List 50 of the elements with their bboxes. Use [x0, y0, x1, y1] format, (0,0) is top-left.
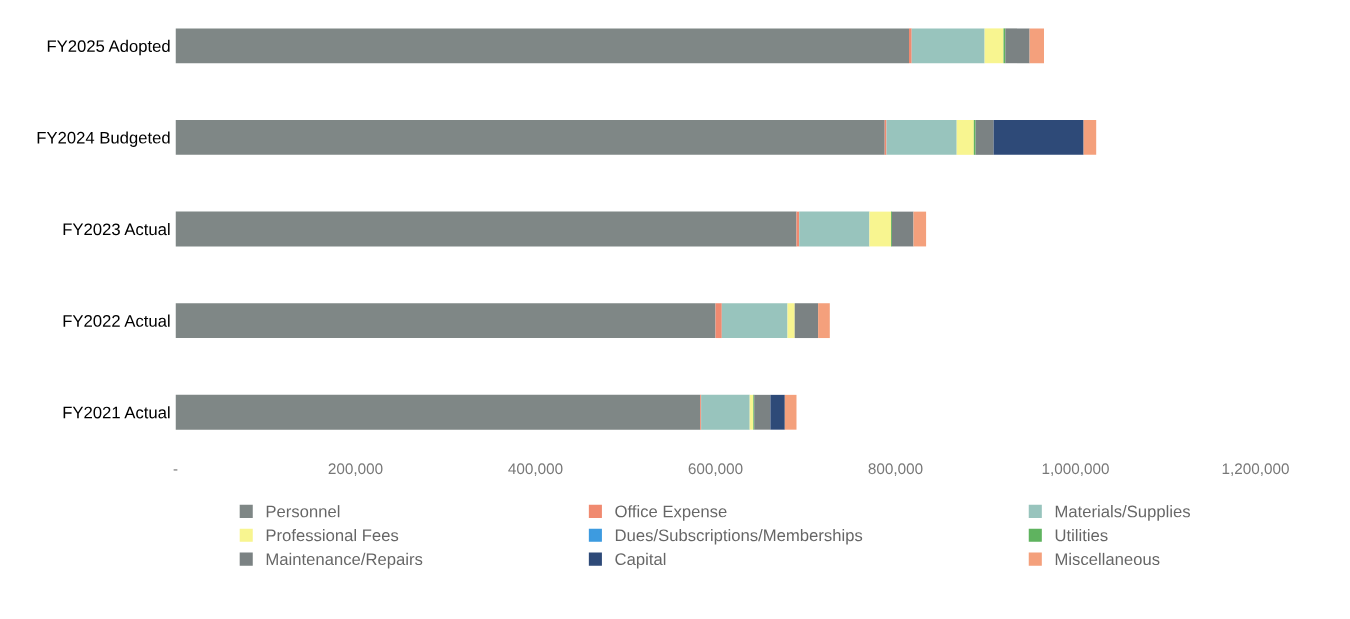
bar	[1005, 28, 1030, 64]
x-tick-label: 600,000	[688, 463, 743, 476]
bar	[984, 28, 1004, 64]
y-tick-label: FY2025 Adopted	[47, 39, 170, 56]
bar	[818, 303, 830, 339]
bar	[1083, 120, 1097, 155]
bar	[701, 394, 750, 430]
bar	[993, 120, 1084, 155]
bar	[891, 211, 914, 247]
y-tick-label: FY2021 Actual	[63, 406, 170, 419]
bar	[754, 394, 771, 430]
legend-label: Office Expense	[615, 505, 727, 521]
bar	[175, 28, 909, 64]
bar	[175, 211, 797, 247]
legend-label: Capital	[615, 552, 666, 569]
bar	[721, 303, 788, 339]
bar	[799, 211, 870, 247]
legend-label: Professional Fees	[266, 528, 399, 542]
x-tick-label: 800,000	[868, 463, 923, 476]
bar	[770, 394, 785, 430]
x-tick-label: 200,000	[328, 463, 383, 476]
bar	[975, 120, 994, 155]
bar	[869, 211, 891, 247]
bar	[911, 28, 985, 64]
bar	[175, 303, 716, 339]
legend-label: Personnel	[266, 505, 340, 518]
bar	[886, 120, 957, 155]
bar	[909, 28, 912, 64]
bar	[175, 394, 701, 430]
bar	[794, 303, 819, 339]
legend-label: Utilities	[1055, 528, 1108, 542]
bar	[715, 303, 722, 339]
bar	[956, 120, 974, 155]
bar	[1029, 28, 1044, 64]
bar	[784, 394, 797, 430]
y-tick-label: FY2024 Budgeted	[37, 131, 170, 147]
bar	[175, 120, 885, 155]
x-tick-label: 1,000,000	[1042, 463, 1109, 476]
bar	[796, 211, 800, 247]
legend-label: Miscellaneous	[1055, 552, 1160, 566]
legend-label: Maintenance/Repairs	[266, 552, 423, 569]
bar	[787, 303, 795, 339]
y-tick-label: FY2023 Actual	[63, 222, 170, 236]
y-tick-label: FY2022 Actual	[63, 314, 170, 327]
bar	[913, 211, 927, 247]
x-tick-label: -	[173, 469, 178, 471]
legend-label: Materials/Supplies	[1055, 505, 1191, 521]
x-tick-label: 1,200,000	[1222, 463, 1289, 476]
x-tick-label: 400,000	[508, 463, 563, 476]
legend-label: Dues/Subscriptions/Memberships	[615, 528, 863, 545]
